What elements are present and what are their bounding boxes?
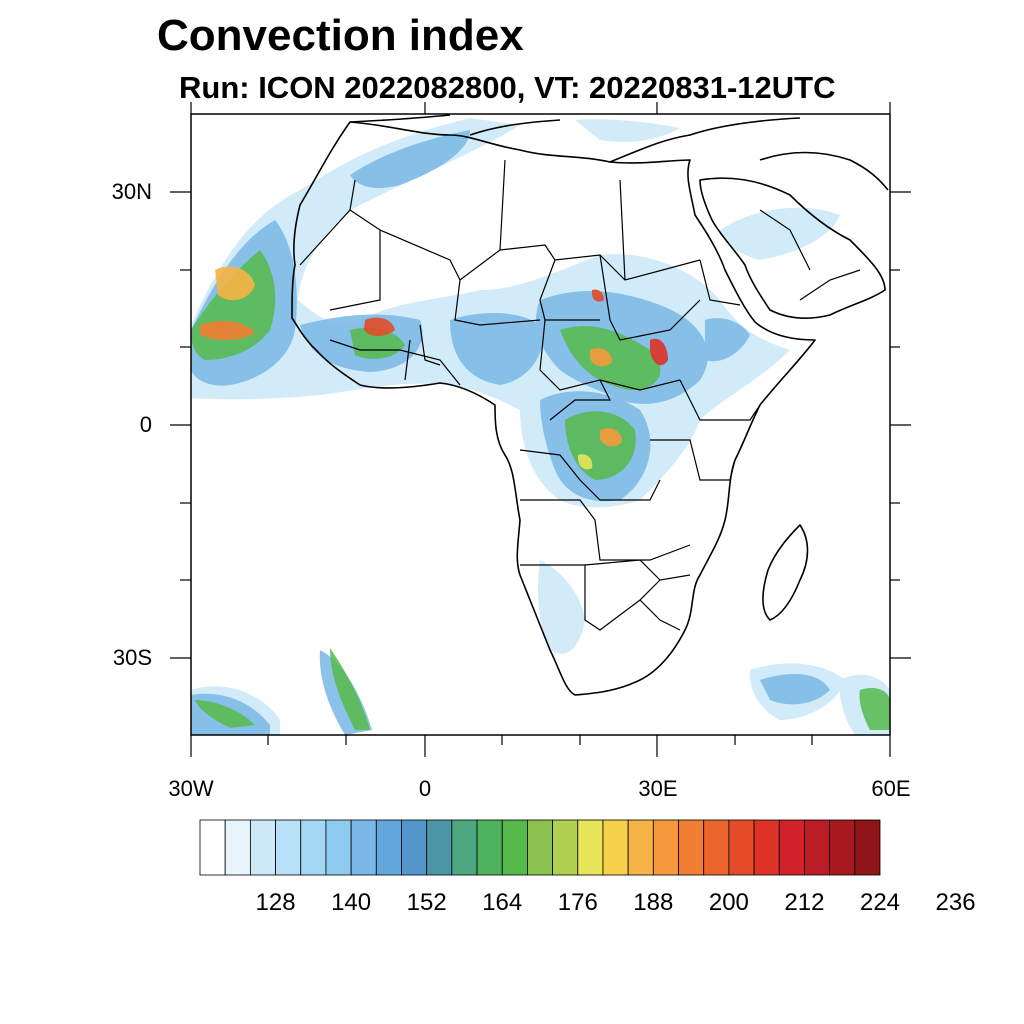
colorbar-swatch [501,819,528,876]
colorbar-swatch [476,819,503,876]
colorbar-tick-label: 236 [936,889,976,916]
lon-label-60e: 60E [871,776,911,801]
colorbar-swatch [703,819,730,876]
colorbar-tick-label: 224 [860,889,900,916]
colorbar-swatch [678,819,705,876]
colorbar-tick-label: 212 [784,889,824,916]
lat-label-30n: 30N [111,179,152,204]
colorbar-swatch [577,819,604,876]
colorbar-swatch [804,819,831,876]
colorbar-swatch [602,819,629,876]
colorbar-swatch [627,819,654,876]
colorbar-swatch [401,819,428,876]
colorbar-swatch [224,819,251,876]
colorbar-tick-label: 128 [256,889,296,916]
colorbar-swatch [426,819,453,876]
colorbar-swatch [350,819,377,876]
country-borders [299,159,861,631]
colorbar-tick-label: 164 [482,889,522,916]
colorbar-swatch [728,819,755,876]
colorbar-tick-label: 200 [709,889,749,916]
lat-label-30s: 30S [112,645,152,670]
map-area [191,114,890,735]
colorbar-swatch [249,819,276,876]
colorbar-tick-label: 140 [331,889,371,916]
colorbar-swatch [199,819,226,876]
colorbar-tick-label: 176 [558,889,598,916]
colorbar-tick-label: 188 [633,889,673,916]
chart-subtitle: Run: ICON 2022082800, VT: 20220831-12UTC [179,70,836,105]
colorbar-swatch [375,819,402,876]
axis-ticks [170,102,911,757]
colorbar-swatch [275,819,302,876]
lon-label-30w: 30W [168,776,214,801]
colorbar-swatch [325,819,352,876]
coastlines [291,114,889,696]
chart-title: Convection index [157,11,524,60]
colorbar [199,819,881,876]
colorbar-swatch [527,819,553,876]
colorbar-swatch [753,819,780,876]
colorbar-swatch [300,819,327,876]
convection-field-peak [200,266,668,470]
colorbar-tick-label: 152 [407,889,447,916]
colorbar-swatch [829,819,856,876]
colorbar-swatch [552,819,579,876]
colorbar-swatch [451,819,478,876]
lon-label-0: 0 [418,776,432,801]
lon-label-30e: 30E [638,776,678,801]
colorbar-swatch [652,819,679,876]
colorbar-swatch [778,819,805,876]
colorbar-swatch [854,819,881,876]
colorbar-labels: 128 140 152 164 176 188 200 212 224 236 [256,889,976,916]
lat-label-0: 0 [139,412,152,437]
convection-field-low [191,118,890,735]
